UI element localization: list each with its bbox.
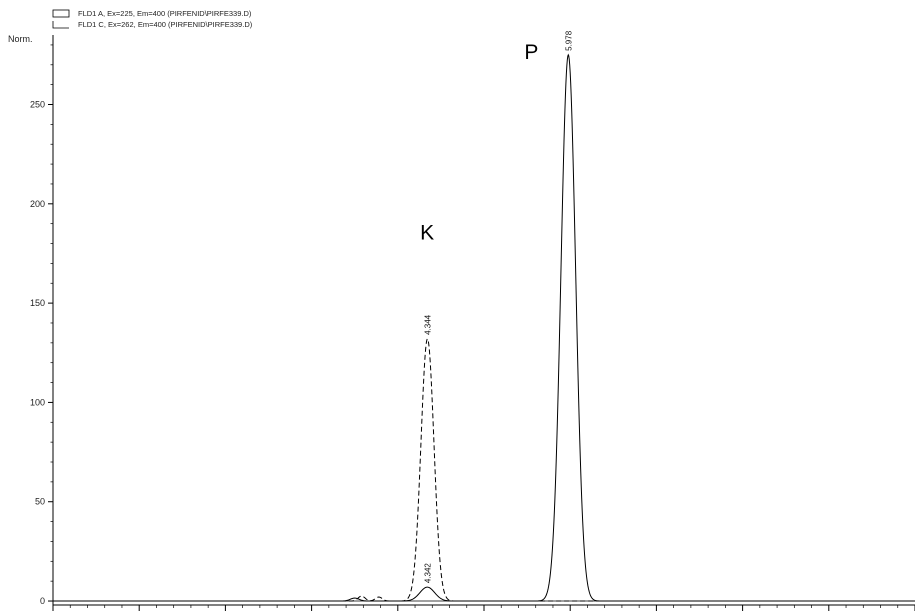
annotation-k: K bbox=[420, 222, 434, 245]
legend-swatch-solid bbox=[52, 9, 70, 18]
series-line-fld1-a bbox=[53, 53, 915, 602]
series-line-fld1-c bbox=[53, 337, 915, 602]
y-axis-ticks: 0 50 100 150 200 250 bbox=[30, 44, 53, 606]
y-tick-label: 0 bbox=[40, 596, 45, 606]
peak-label-5978: 5.978 bbox=[564, 30, 573, 51]
peak-label-4342: 4.342 bbox=[423, 563, 432, 584]
legend-label: FLD1 C, Ex=262, Em=400 (PIRFENID\PIRFE33… bbox=[78, 20, 253, 29]
legend-item-fld1-c: FLD1 C, Ex=262, Em=400 (PIRFENID\PIRFE33… bbox=[52, 20, 253, 29]
y-tick-label: 250 bbox=[30, 100, 45, 110]
y-tick-label: 100 bbox=[30, 397, 45, 407]
legend-swatch-dashed bbox=[52, 21, 69, 29]
y-tick-label: 200 bbox=[30, 199, 45, 209]
y-tick-label: 50 bbox=[35, 497, 45, 507]
legend: FLD1 A, Ex=225, Em=400 (PIRFENID\PIRFE33… bbox=[52, 9, 253, 29]
peak-labels: 5.978 4.344 4.342 bbox=[423, 30, 573, 583]
legend-label: FLD1 A, Ex=225, Em=400 (PIRFENID\PIRFE33… bbox=[78, 9, 252, 18]
x-axis-ticks bbox=[52, 605, 915, 611]
annotation-p: P bbox=[524, 41, 538, 64]
y-axis-title: Norm. bbox=[8, 34, 33, 44]
legend-item-fld1-a: FLD1 A, Ex=225, Em=400 (PIRFENID\PIRFE33… bbox=[52, 9, 252, 18]
peak-label-4344: 4.344 bbox=[423, 314, 432, 335]
y-tick-label: 150 bbox=[30, 298, 45, 308]
